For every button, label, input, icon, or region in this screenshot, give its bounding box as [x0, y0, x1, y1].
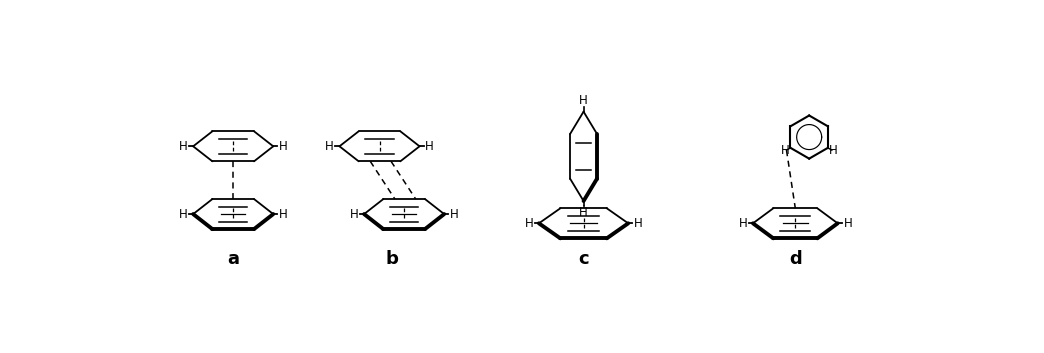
- Text: H: H: [350, 208, 358, 221]
- Text: H: H: [425, 140, 434, 153]
- Text: H: H: [829, 144, 837, 157]
- Text: a: a: [228, 250, 239, 268]
- Text: b: b: [385, 250, 398, 268]
- Text: H: H: [450, 208, 458, 221]
- Text: H: H: [524, 217, 533, 230]
- Text: H: H: [179, 140, 187, 153]
- Text: c: c: [578, 250, 589, 268]
- Text: H: H: [579, 206, 588, 219]
- Text: H: H: [781, 144, 789, 157]
- Text: H: H: [325, 140, 334, 153]
- Text: H: H: [844, 217, 852, 230]
- Text: H: H: [738, 217, 748, 230]
- Text: H: H: [179, 208, 187, 221]
- Text: H: H: [279, 208, 288, 221]
- Text: H: H: [279, 140, 288, 153]
- Text: H: H: [579, 94, 588, 107]
- Text: H: H: [634, 217, 643, 230]
- Text: d: d: [789, 250, 802, 268]
